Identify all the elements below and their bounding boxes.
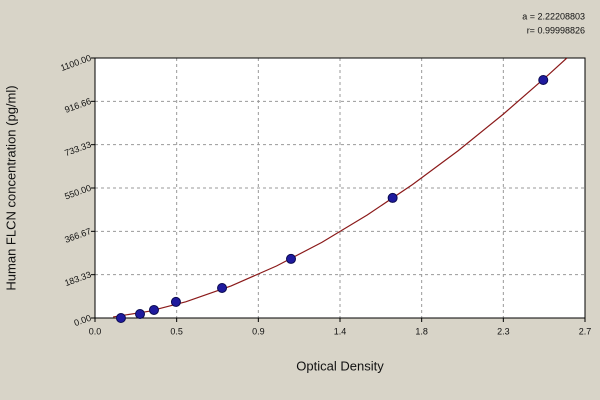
y-tick-label: 733.33 <box>63 139 92 158</box>
data-point <box>286 253 296 264</box>
x-tick-label: 2.3 <box>497 326 510 336</box>
data-point <box>387 192 398 203</box>
data-point <box>217 282 228 293</box>
y-tick-label: 366.67 <box>63 226 92 245</box>
data-point <box>135 308 146 319</box>
y-axis-title: Human FLCN concentration (pg/ml) <box>3 85 18 290</box>
y-tick-label: 183.33 <box>63 269 92 288</box>
x-tick-label: 0.0 <box>89 326 102 336</box>
data-point <box>170 296 181 307</box>
plot-border <box>94 57 586 319</box>
data-point <box>115 313 126 323</box>
data-point <box>538 74 549 85</box>
x-tick-label: 0.9 <box>252 326 265 336</box>
data-point <box>148 304 159 315</box>
x-axis-title: Optical Density <box>296 358 384 373</box>
annotation: r= 0.99998826 <box>527 25 585 35</box>
x-tick-label: 1.4 <box>334 326 347 336</box>
annotation: a = 2.22208803 <box>522 11 585 21</box>
y-tick-label: 916.66 <box>63 96 92 115</box>
x-tick-label: 1.8 <box>415 326 428 336</box>
y-tick-label: 550.00 <box>63 183 92 202</box>
x-tick-label: 0.5 <box>170 326 183 336</box>
x-tick-label: 2.7 <box>579 326 592 336</box>
y-tick-label: 1100.00 <box>59 53 92 73</box>
